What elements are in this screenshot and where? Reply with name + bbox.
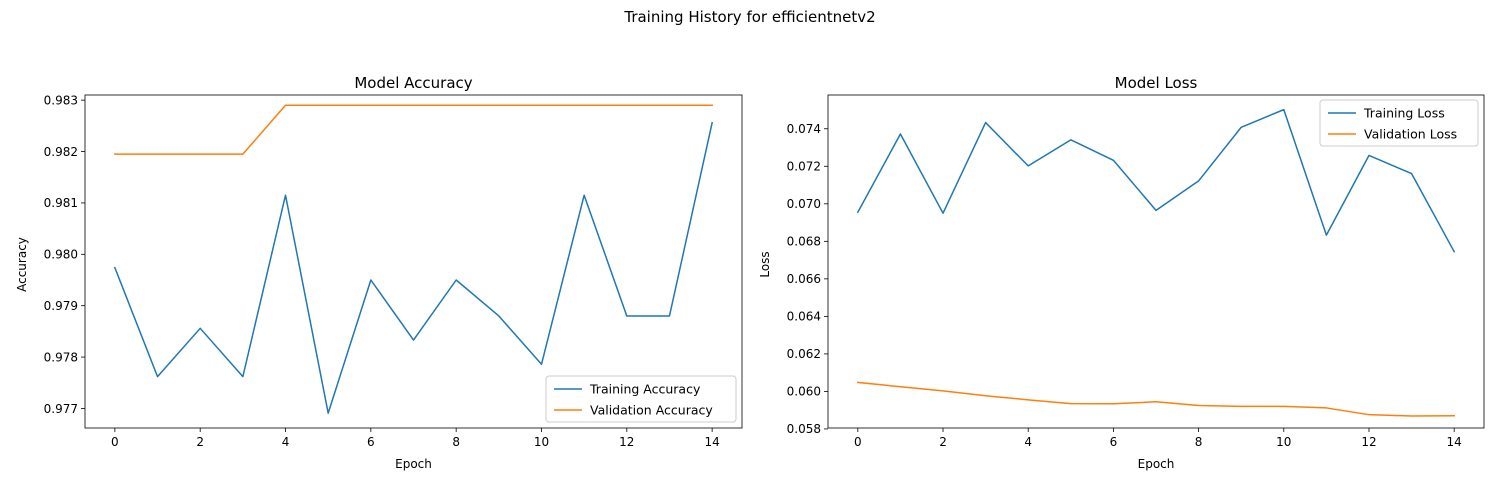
loss-xtick-label: 10 — [1276, 435, 1291, 449]
loss-ytick-label: 0.060 — [787, 385, 821, 399]
accuracy-ylabel: Accuracy — [15, 237, 29, 292]
loss-legend-box — [1319, 99, 1479, 147]
loss-xtick-label: 6 — [1110, 435, 1118, 449]
loss-series-line-training — [856, 108, 1456, 253]
loss-ytick-label: 0.074 — [787, 122, 821, 136]
loss-ytick-label: 0.070 — [787, 197, 821, 211]
accuracy-xlabel: Epoch — [395, 457, 432, 471]
accuracy-ytick-label: 0.980 — [44, 248, 78, 262]
loss-ytick-label: 0.068 — [787, 235, 821, 249]
loss-title: Model Loss — [1115, 74, 1198, 92]
accuracy-legend-label-training: Training Accuracy — [589, 382, 701, 397]
loss-xtick-label: 2 — [939, 435, 947, 449]
accuracy-xtick-label: 4 — [282, 435, 290, 449]
accuracy-xtick-label: 0 — [111, 435, 119, 449]
accuracy-xtick-label: 8 — [452, 435, 460, 449]
figure-suptitle: Training History for efficientnetv2 — [623, 8, 875, 26]
accuracy-ytick-label: 0.977 — [44, 402, 78, 416]
accuracy-ytick-label: 0.983 — [44, 93, 78, 107]
accuracy-legend-label-validation: Validation Accuracy — [590, 403, 713, 418]
accuracy-legend: Training Accuracy Validation Accuracy — [545, 375, 737, 423]
accuracy-xtick-label: 12 — [619, 435, 634, 449]
loss-ytick-label: 0.064 — [787, 310, 821, 324]
loss-panel: Model Loss Epoch Loss 0 2 4 6 8 10 12 14 0.058 0.… — [758, 74, 1485, 471]
accuracy-ytick-label: 0.978 — [44, 350, 78, 364]
loss-legend-label-training: Training Loss — [1363, 106, 1445, 121]
accuracy-series-line-training — [113, 121, 714, 414]
accuracy-ytick-label: 0.979 — [44, 299, 78, 313]
accuracy-ytick-label: 0.981 — [44, 196, 78, 210]
loss-ytick-label: 0.072 — [787, 160, 821, 174]
accuracy-xtick-label: 10 — [534, 435, 549, 449]
accuracy-panel: Model Accuracy Epoch Accuracy 0 2 4 6 8 10 12 1… — [15, 74, 743, 471]
loss-ylabel: Loss — [758, 251, 772, 277]
loss-ytick-label: 0.062 — [787, 347, 821, 361]
loss-xtick-label: 12 — [1361, 435, 1376, 449]
loss-ytick-label: 0.066 — [787, 272, 821, 286]
loss-xtick-label: 0 — [854, 435, 862, 449]
accuracy-series-line-validation — [114, 104, 713, 155]
loss-legend: Training Loss Validation Loss — [1319, 99, 1479, 147]
loss-xtick-label: 14 — [1447, 435, 1462, 449]
accuracy-title: Model Accuracy — [354, 74, 472, 92]
accuracy-xtick-label: 6 — [367, 435, 375, 449]
loss-axes-frame — [827, 94, 1485, 429]
accuracy-xtick-label: 2 — [196, 435, 204, 449]
loss-series-line-validation — [856, 381, 1455, 417]
loss-xlabel: Epoch — [1138, 457, 1175, 471]
accuracy-xtick-label: 14 — [704, 435, 719, 449]
loss-ytick-label: 0.058 — [787, 422, 821, 436]
loss-legend-label-validation: Validation Loss — [1364, 127, 1457, 142]
accuracy-legend-box — [545, 375, 737, 423]
accuracy-axes-frame — [84, 94, 743, 429]
accuracy-ytick-label: 0.982 — [44, 145, 78, 159]
loss-xtick-label: 8 — [1195, 435, 1203, 449]
loss-xtick-label: 4 — [1024, 435, 1032, 449]
